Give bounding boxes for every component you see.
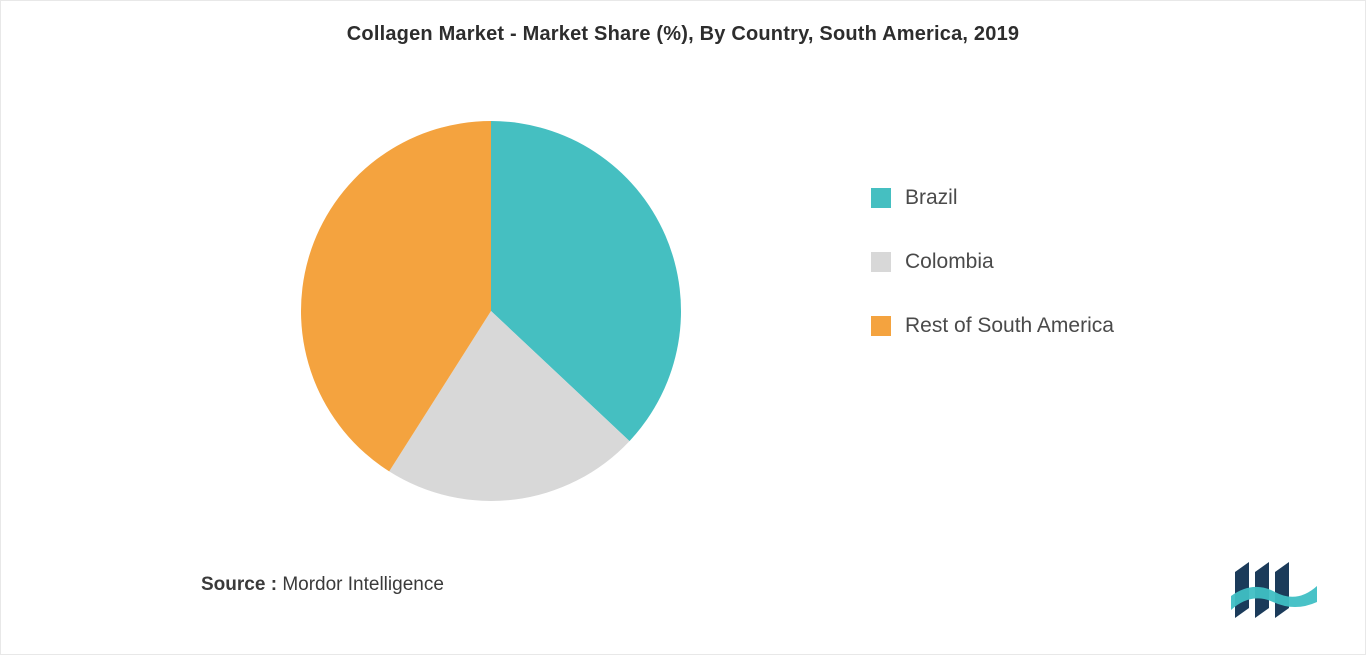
legend-swatch-icon (871, 252, 891, 272)
legend-label: Colombia (905, 250, 994, 274)
legend-item: Brazil (871, 186, 1114, 210)
chart-title: Collagen Market - Market Share (%), By C… (1, 1, 1365, 46)
source-label: Source : (201, 574, 277, 595)
source-line: Source : Mordor Intelligence (201, 574, 444, 596)
legend-item: Colombia (871, 250, 1114, 274)
legend-swatch-icon (871, 188, 891, 208)
pie-chart (299, 119, 683, 503)
chart-area (1, 71, 1365, 544)
source-value: Mordor Intelligence (282, 574, 444, 595)
legend-swatch-icon (871, 316, 891, 336)
legend-label: Rest of South America (905, 314, 1114, 338)
legend-label: Brazil (905, 186, 958, 210)
legend-item: Rest of South America (871, 314, 1114, 338)
legend: Brazil Colombia Rest of South America (871, 186, 1114, 338)
logo-bar (1275, 562, 1289, 618)
brand-logo-icon (1231, 562, 1317, 618)
